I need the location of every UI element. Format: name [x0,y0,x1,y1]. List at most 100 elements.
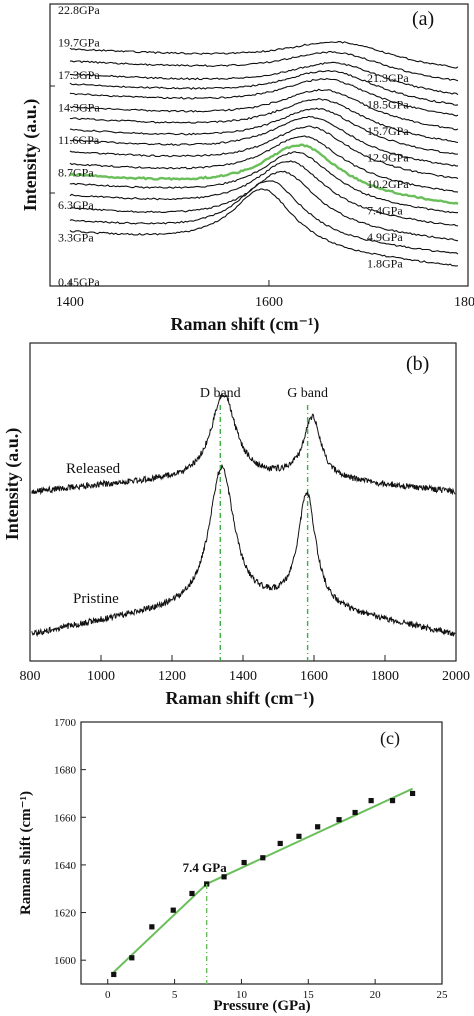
x-tick-label: 1600 [300,669,328,684]
spectrum-line-Pristine [31,464,456,638]
spectrum-line-10.2GPa [69,125,459,180]
panel-b-frame [29,342,457,662]
spectrum-line-17.3GPa [69,78,459,117]
data-point [277,840,283,847]
pristine-label: Pristine [73,591,119,607]
panel-b-reference-lines: D band G band [200,386,328,661]
panel-b-chart: (b) D band G band 800 1000 1200 1400 1600 1800… [2,342,470,709]
spectrum-line-3.3GPa [69,170,459,242]
spectrum-line-4.9GPa [69,160,459,227]
spectrum-line-21.3GPa [69,50,459,82]
data-point [315,824,321,830]
pressure-label-right: 12.9GPa [367,151,409,165]
y-tick-label: 1680 [54,765,77,777]
panel-a-xlabel: Raman shift (cm⁻¹) [171,314,320,335]
spectrum-line-1.8GPa [69,180,459,255]
spectrum-line-12.9GPa [69,107,459,155]
x-tick-label: 15 [303,989,315,1001]
band-label: G band [287,386,328,401]
pressure-label-right: 15.7GPa [367,124,409,138]
data-point [368,798,374,804]
pressure-label-right: 18.5GPa [367,98,409,112]
pressure-label-right: 21.3GPa [367,71,409,85]
spectrum-line-11.6GPa [69,115,459,167]
x-tick-label: 0 [105,989,111,1001]
x-tick-label: 2000 [442,669,470,684]
x-tick-label: 10 [236,989,248,1001]
pressure-label-left: 8.7GPa [58,166,94,180]
data-point [409,790,416,797]
data-point [221,874,227,880]
pressure-label-right: 4.9GPa [367,230,403,244]
data-point [189,890,195,897]
spectrum-line-18.5GPa [69,70,459,106]
y-tick-label: 1600 [54,955,77,967]
y-tick-label: 1700 [54,717,77,729]
panel-c-y-ticks: 1600 1620 1640 1660 1680 1700 [54,717,86,967]
spectrum-line-7.4GPa [69,143,459,205]
panel-a-tag: (a) [412,8,434,30]
spectrum-line-14.3GPa [69,98,459,144]
data-point [352,809,358,816]
panel-c-x-ticks: 0 5 10 15 20 25 [105,979,448,1001]
x-tick-label: 1600 [255,295,283,310]
pressure-label-left: 14.3GPa [58,101,100,115]
pressure-label-left: 19.7GPa [58,36,100,50]
pressure-label-left: 22.8GPa [58,3,100,17]
fit-line [113,883,208,973]
data-point [241,859,247,866]
y-tick-label: 1660 [54,812,77,824]
panel-c-frame [80,721,443,985]
x-tick-label: 1000 [87,669,115,684]
y-tick-label: 1620 [54,908,77,920]
x-tick-label: 20 [370,989,382,1001]
pressure-label-right: 1.8GPa [367,257,403,271]
spectrum-line-0.45GPa [69,188,459,267]
panel-b-spectra [31,392,456,638]
panel-c-fit-lines [113,787,414,973]
panel-a-x-ticks: 1400 1600 1800 [56,280,474,310]
band-label: D band [200,386,241,401]
spectrum-line-19.7GPa [69,61,459,96]
spectrum-line-22.8GPa [69,41,459,69]
panel-a-chart: (a) 22.8GPa 19.7GPa 17.3GPa 14.3GPa 11.6GPa 8… [20,3,474,335]
panel-a-left-labels: 22.8GPa 19.7GPa 17.3GPa 14.3GPa 11.6GPa 8.7GP… [58,3,100,289]
pressure-label-left: 0.45GPa [58,275,100,289]
spectrum-line-8.7GPa [69,135,459,193]
panel-c-annotation: 7.4 GPa [183,860,228,984]
panel-a-frame [49,3,469,287]
spectrum-line-Released [31,392,456,496]
released-label: Released [66,461,121,477]
spectrum-line-15.7GPa [69,88,459,131]
data-point [336,817,342,823]
data-point [296,833,302,839]
x-tick-label: 800 [20,669,41,684]
pressure-label-left: 11.6GPa [58,133,100,147]
data-point [111,971,117,978]
data-point [170,907,176,913]
pressure-label-right: 10.2GPa [367,177,409,191]
panel-c-points [111,790,416,978]
pressure-label-left: 6.3GPa [58,198,94,212]
data-point [149,924,155,930]
panel-a-ylabel: Intensity (a.u.) [20,99,41,212]
panel-c-ylabel: Raman shift (cm⁻¹) [18,791,34,915]
panel-a-right-labels: 21.3GPa 18.5GPa 15.7GPa 12.9GPa 10.2GPa 7.4GP… [367,71,409,271]
pressure-label-right: 7.4GPa [367,204,403,218]
x-tick-label: 1400 [229,669,257,684]
y-tick-label: 1640 [54,860,77,872]
panel-c-xlabel: Pressure (GPa) [213,998,310,1014]
x-tick-label: 25 [437,989,449,1001]
data-point [260,855,266,861]
pressure-label-left: 3.3GPa [58,231,94,245]
panel-b-xlabel: Raman shift (cm⁻¹) [166,688,315,709]
x-tick-label: 1400 [56,295,84,310]
fit-line [206,787,414,885]
data-point [389,798,396,804]
annotation-label: 7.4 GPa [183,860,228,875]
spectrum-line-6.3GPa [69,151,459,214]
x-tick-label: 1800 [454,295,474,310]
x-tick-label: 1200 [158,669,186,684]
